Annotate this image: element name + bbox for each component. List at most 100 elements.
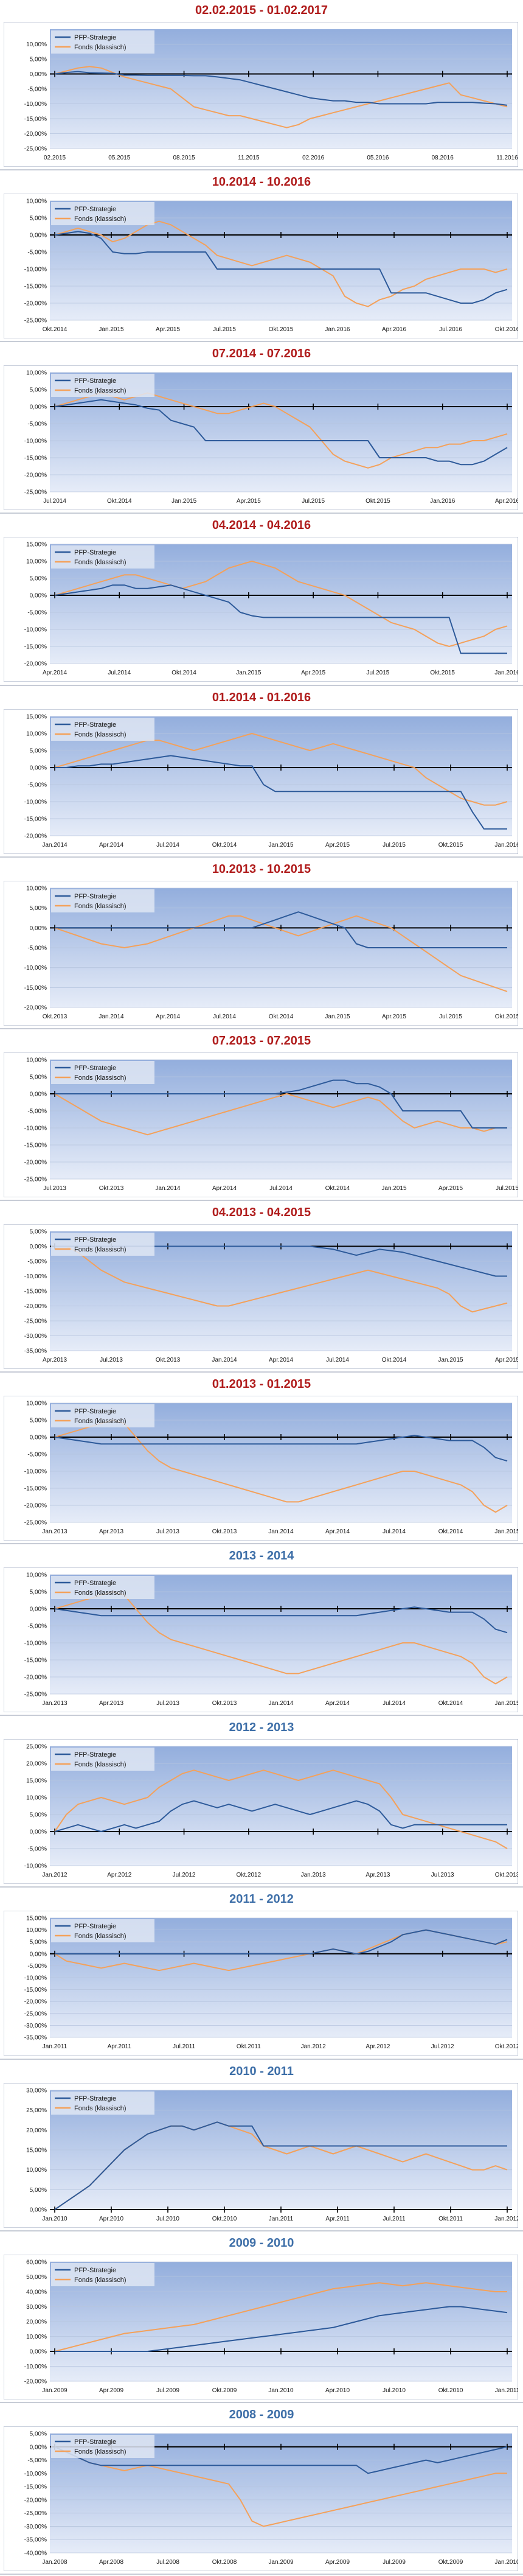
x-tick-label: Apr.2014 xyxy=(269,1357,293,1363)
x-tick-label: Jul.2013 xyxy=(431,1872,454,1878)
y-tick-label: 0,00% xyxy=(30,2444,47,2451)
y-tick-label: 15,00% xyxy=(26,1778,47,1785)
y-tick-label: -5,00% xyxy=(27,782,47,788)
x-tick-label: Jul.2014 xyxy=(383,1528,406,1535)
y-tick-label: -20,00% xyxy=(24,1303,47,1310)
series-line-pfp-strategie xyxy=(55,754,507,830)
x-tick-label: 02.2015 xyxy=(44,155,66,161)
x-tick-label: Apr.2013 xyxy=(365,1872,390,1878)
x-tick-label: Apr.2013 xyxy=(99,1700,123,1707)
y-tick-label: -20,00% xyxy=(24,2497,47,2504)
x-tick-label: Apr.2014 xyxy=(156,1013,180,1020)
x-tick-label: Apr.2014 xyxy=(212,1185,237,1192)
y-tick-label: 0,00% xyxy=(30,1091,47,1097)
y-tick-label: -20,00% xyxy=(24,1004,47,1011)
y-tick-label: 5,00% xyxy=(30,1418,47,1424)
chart-title: 04.2014 - 04.2016 xyxy=(212,519,311,533)
chart-panel: 01.2013 - 01.2015 -25,00% -20,00% -15,00% -1… xyxy=(0,1374,523,1545)
series-line-pfp-strategie xyxy=(54,2446,508,2474)
series-line-fonds-klassisch xyxy=(54,1591,508,1685)
y-tick-label: -25,00% xyxy=(24,318,47,324)
y-tick-label: 25,00% xyxy=(26,1744,47,1751)
x-tick-label: 02.2016 xyxy=(302,155,325,161)
y-tick-label: -35,00% xyxy=(24,1348,47,1354)
x-tick-label: Apr.2015 xyxy=(301,670,325,676)
y-tick-label: 5,00% xyxy=(30,1228,47,1235)
legend-label: Fonds (klassisch) xyxy=(74,1246,126,1253)
x-tick-label: Okt.2013 xyxy=(212,1700,237,1707)
x-tick-label: Jan.2015 xyxy=(494,1528,518,1535)
legend-label: PFP-Strategie xyxy=(74,34,116,41)
y-tick-label: 30,00% xyxy=(26,2087,47,2094)
y-tick-label: -35,00% xyxy=(24,2035,47,2042)
y-tick-label: -15,00% xyxy=(24,284,47,290)
legend-label: Fonds (klassisch) xyxy=(74,387,126,394)
y-tick-label: -5,00% xyxy=(27,1108,47,1115)
y-tick-label: 5,00% xyxy=(30,1939,47,1946)
x-tick-label: Okt.2012 xyxy=(237,1872,262,1878)
panel-separator xyxy=(0,1371,523,1373)
series-line-fonds-klassisch xyxy=(54,915,508,992)
y-tick-label: -20,00% xyxy=(24,131,47,138)
y-tick-label: -15,00% xyxy=(24,2483,47,2490)
x-tick-label: Jan.2015 xyxy=(381,1185,407,1192)
y-tick-label: -25,00% xyxy=(24,489,47,496)
panel-separator xyxy=(0,1199,523,1201)
legend: PFP-Strategie Fonds (klassisch) xyxy=(51,1919,154,1943)
x-tick-label: Okt.2014 xyxy=(43,326,68,333)
x-tick-label: Jan.2014 xyxy=(42,842,68,849)
x-tick-label: Jul.2012 xyxy=(431,2043,454,2050)
x-tick-label: Jan.2008 xyxy=(42,2559,68,2566)
y-tick-label: -10,00% xyxy=(24,1469,47,1475)
x-tick-label: Jul.2015 xyxy=(302,498,325,505)
line-chart: -35,00% -30,00% -25,00% -20,00% -15,00% -10,0… xyxy=(4,1911,518,2056)
y-tick-label: 5,00% xyxy=(30,215,47,222)
y-tick-label: -10,00% xyxy=(24,1640,47,1647)
y-tick-label: -5,00% xyxy=(27,1258,47,1265)
x-tick-label: Apr.2009 xyxy=(99,2387,123,2394)
panel-separator xyxy=(0,1027,523,1029)
x-tick-label: Apr.2014 xyxy=(325,1528,350,1535)
y-tick-label: -5,00% xyxy=(27,945,47,951)
legend-label: PFP-Strategie xyxy=(74,1065,116,1072)
legend-label: PFP-Strategie xyxy=(74,1408,116,1415)
y-tick-label: 5,00% xyxy=(30,1812,47,1819)
legend-box xyxy=(51,889,154,912)
panel-separator xyxy=(0,2058,523,2060)
series-line-pfp-strategie xyxy=(54,1435,508,1462)
series-line-pfp-strategie xyxy=(55,1930,508,1955)
x-tick-label: Okt.2013 xyxy=(495,1872,518,1878)
legend-label: Fonds (klassisch) xyxy=(74,903,126,910)
y-tick-label: -15,00% xyxy=(24,1142,47,1149)
legend-label: PFP-Strategie xyxy=(74,377,116,385)
legend-label: PFP-Strategie xyxy=(74,893,116,900)
legend-label: Fonds (klassisch) xyxy=(74,1933,126,1940)
y-tick-label: 10,00% xyxy=(26,2334,47,2340)
y-tick-label: -5,00% xyxy=(27,1452,47,1458)
legend-label: Fonds (klassisch) xyxy=(74,2277,126,2284)
legend: PFP-Strategie Fonds (klassisch) xyxy=(51,545,154,569)
y-tick-label: -30,00% xyxy=(24,2524,47,2530)
series-line-pfp-strategie xyxy=(54,584,507,654)
chart-panel: 2011 - 2012 -35,00% -30,00% -25,00% -20,00% -… xyxy=(0,1889,523,2060)
chart-title: 2008 - 2009 xyxy=(229,2407,294,2421)
x-tick-label: 05.2015 xyxy=(108,155,131,161)
y-tick-label: -25,00% xyxy=(24,1520,47,1527)
y-tick-label: -20,00% xyxy=(24,833,47,839)
x-tick-label: Okt.2012 xyxy=(495,2043,518,2050)
legend-label: PFP-Strategie xyxy=(74,1236,116,1244)
x-tick-label: Okt.2014 xyxy=(171,670,196,676)
series-line-fonds-klassisch xyxy=(54,2282,507,2352)
x-tick-label: Apr.2016 xyxy=(495,498,518,505)
x-tick-label: Okt.2014 xyxy=(438,1700,463,1707)
x-tick-label: Apr.2010 xyxy=(99,2216,123,2222)
legend-box xyxy=(51,1232,154,1256)
y-tick-label: -10,00% xyxy=(24,2364,47,2370)
x-tick-label: Okt.2011 xyxy=(237,2043,261,2050)
legend-label: Fonds (klassisch) xyxy=(74,1418,126,1425)
legend-label: Fonds (klassisch) xyxy=(74,1589,126,1597)
line-chart: -25,00% -20,00% -15,00% -10,00% -5,00% 0,00% 5… xyxy=(4,1567,518,1713)
y-tick-label: -15,00% xyxy=(24,1486,47,1493)
panel-separator xyxy=(0,856,523,858)
